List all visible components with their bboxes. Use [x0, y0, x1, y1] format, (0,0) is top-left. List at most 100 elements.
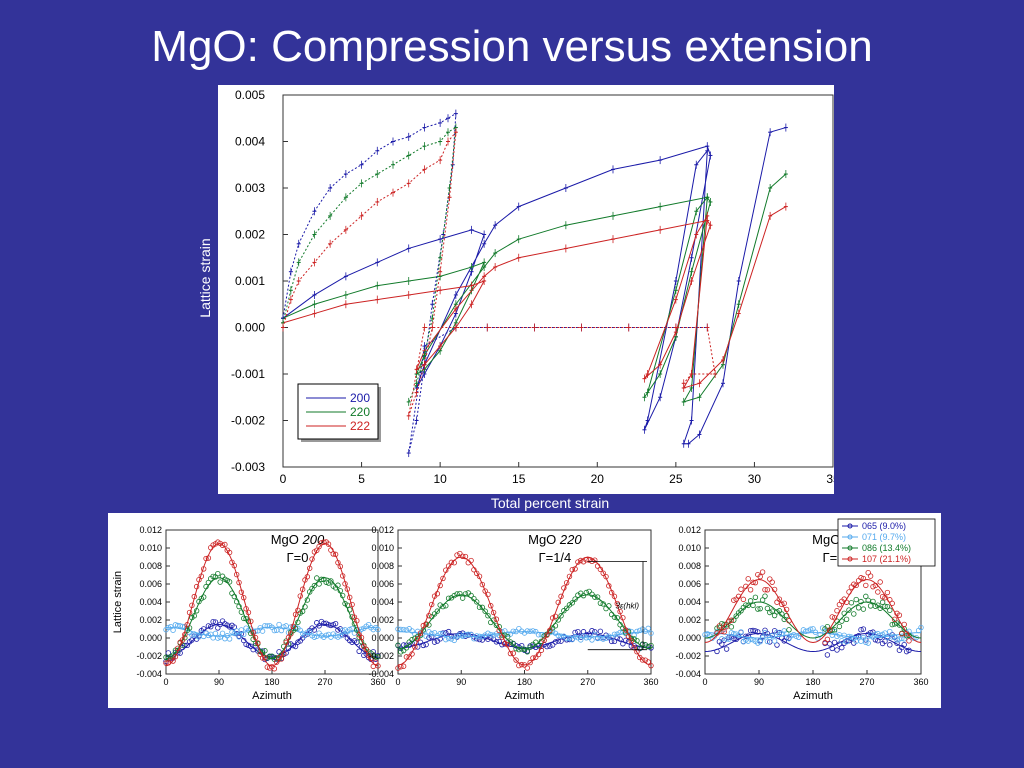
data-point [479, 633, 486, 640]
data-point [459, 630, 466, 636]
y-tick-label: 0.008 [371, 561, 394, 571]
data-point [328, 578, 334, 584]
data-point [555, 599, 561, 606]
y-tick-label: 0.004 [371, 597, 394, 607]
data-point [843, 616, 850, 622]
data-point [547, 627, 553, 634]
data-point [170, 658, 176, 664]
y-tick-label: -0.004 [675, 669, 701, 679]
data-point [490, 609, 497, 616]
data-point [281, 650, 287, 657]
data-point [829, 627, 835, 633]
fit-curve-086 (13.4%) [165, 577, 379, 660]
data-point [533, 628, 539, 635]
fit-curve-086 (13.4%) [704, 601, 922, 639]
data-point [903, 633, 910, 639]
data-point [572, 596, 578, 602]
data-point [544, 643, 550, 650]
data-point [217, 634, 223, 640]
data-point [318, 576, 325, 583]
data-point [264, 623, 270, 629]
x-tick-label: 0 [280, 472, 287, 486]
y-tick-label: 0.006 [139, 579, 162, 589]
data-point [445, 595, 452, 601]
data-point [774, 599, 780, 605]
series-line-220 [282, 173, 787, 403]
y-tick-label: 0.001 [235, 274, 265, 288]
data-point [208, 623, 214, 630]
data-point [417, 632, 424, 639]
data-point [569, 636, 575, 643]
data-point [309, 556, 315, 562]
data-point [779, 611, 785, 617]
data-point [889, 634, 895, 640]
legend-label: 086 (13.4%) [862, 543, 911, 553]
data-point [316, 581, 322, 587]
data-point [831, 639, 838, 646]
data-point [375, 626, 381, 633]
x-tick-label: 25 [669, 472, 683, 486]
data-point [563, 635, 570, 642]
data-point [233, 571, 240, 578]
data-point [757, 605, 763, 612]
data-point [406, 654, 412, 660]
data-point [634, 628, 640, 635]
data-point [417, 630, 424, 636]
y-tick-label: 0.000 [678, 633, 701, 643]
data-point [356, 648, 362, 655]
data-point [468, 631, 474, 638]
y-tick-label: 0.002 [371, 615, 394, 625]
data-point [395, 626, 401, 632]
data-point [860, 575, 867, 582]
data-point [400, 626, 407, 633]
data-point [189, 602, 195, 609]
legend-label-200: 200 [350, 391, 370, 405]
data-point [283, 650, 289, 656]
data-point [580, 592, 587, 599]
data-point [518, 642, 525, 649]
data-point [839, 644, 845, 651]
data-point [783, 606, 790, 613]
data-point [496, 638, 502, 645]
data-point [437, 582, 443, 589]
data-point [798, 631, 804, 637]
data-point [226, 549, 233, 556]
data-point [645, 643, 651, 650]
data-point [552, 623, 559, 629]
data-point [423, 621, 429, 627]
y-tick-label: -0.002 [231, 414, 265, 428]
data-point [896, 612, 903, 618]
data-point [257, 651, 263, 658]
data-point [836, 623, 843, 630]
data-point [726, 618, 732, 624]
data-point [580, 633, 587, 639]
x-tick-label: 5 [358, 472, 365, 486]
data-point [535, 642, 542, 649]
data-point [231, 624, 238, 630]
y-tick-label: -0.004 [136, 669, 162, 679]
data-point [614, 631, 620, 637]
data-point [714, 648, 720, 655]
data-point [834, 647, 840, 653]
data-point [824, 636, 831, 643]
data-point [762, 587, 768, 593]
data-point [858, 638, 864, 644]
y-tick-label: 0.012 [139, 525, 162, 535]
data-point [882, 603, 888, 610]
data-point [872, 631, 879, 638]
data-point [769, 633, 775, 639]
data-point [860, 634, 867, 641]
data-point [203, 583, 209, 590]
data-point [186, 609, 193, 616]
data-point [252, 640, 259, 647]
data-point [363, 646, 369, 653]
data-point [445, 628, 452, 635]
data-point [395, 642, 401, 648]
data-point [750, 579, 756, 585]
data-point [488, 603, 494, 609]
data-point [774, 642, 780, 648]
data-point [337, 633, 344, 639]
data-point [757, 573, 763, 580]
fit-curve-107 (21.1%) [397, 556, 652, 666]
data-point [205, 623, 212, 629]
